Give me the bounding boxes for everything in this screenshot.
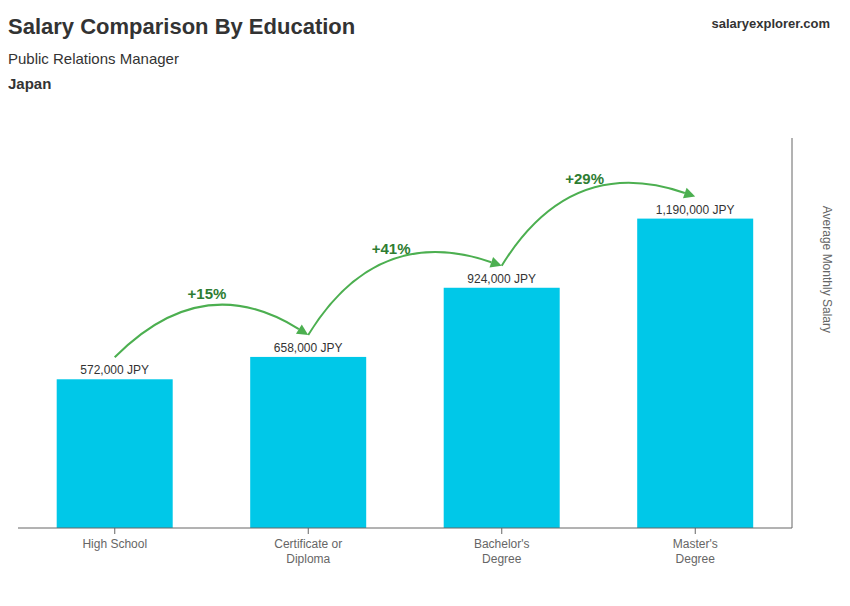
svg-text:Master'sDegree: Master'sDegree: [673, 537, 718, 566]
svg-text:924,000 JPY: 924,000 JPY: [467, 272, 536, 286]
html-text:Public Relations Manager: Public Relations Manager: [8, 50, 179, 67]
html-text:Japan: Japan: [8, 75, 52, 92]
svg-text:+41%: +41%: [372, 240, 411, 257]
svg-text:High School: High School: [82, 537, 147, 551]
svg-text:+29%: +29%: [565, 170, 604, 187]
svg-text:Average Monthly Salary: Average Monthly Salary: [820, 206, 834, 333]
svg-text:Bachelor'sDegree: Bachelor'sDegree: [474, 537, 530, 566]
html-text:Salary Comparison By Education: Salary Comparison By Education: [8, 14, 356, 39]
svg-text:+15%: +15%: [188, 285, 227, 302]
svg-text:1,190,000 JPY: 1,190,000 JPY: [656, 203, 735, 217]
html-text:salaryexplorer.com: salaryexplorer.com: [711, 16, 830, 31]
svg-text:658,000 JPY: 658,000 JPY: [274, 341, 343, 355]
svg-text:572,000 JPY: 572,000 JPY: [80, 363, 149, 377]
svg-text:Certificate orDiploma: Certificate orDiploma: [274, 537, 342, 566]
